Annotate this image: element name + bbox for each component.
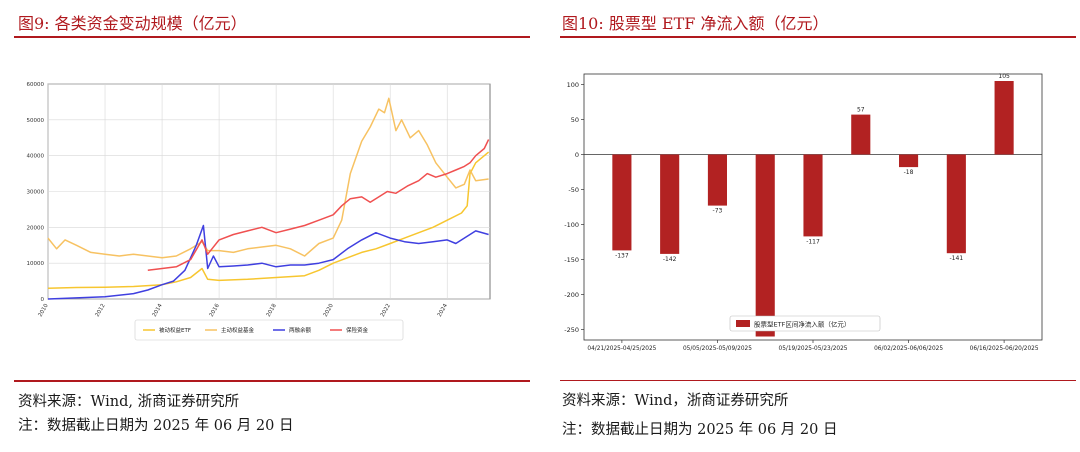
bar-chart-y-tick-label: 50 — [571, 116, 579, 124]
bar-legend-label: 股票型ETF区间净流入额（亿元） — [754, 320, 850, 329]
right-date-note: 注：数据截止日期为 2025 年 06 月 20 日 — [562, 422, 838, 438]
bar-value-label-1: -142 — [663, 256, 677, 263]
line-chart-x-tick-label: 2022 — [380, 303, 392, 318]
left-figure-panel: 图9: 各类资金变动规模（亿元） 0 10000 20000 30000 40000 50… — [0, 0, 530, 452]
bar-chart-x-tick-label: 04/21/2025-04/25/2025 — [587, 346, 656, 352]
bar-8 — [994, 81, 1014, 155]
line-series-1 — [47, 97, 489, 259]
line-chart-y-tick-label: 10000 — [27, 261, 45, 267]
bar-3 — [755, 154, 775, 337]
bar-0 — [612, 154, 632, 251]
line-chart-x-tick-label: 2010 — [38, 303, 50, 319]
line-chart-y-tick-label: 30000 — [27, 190, 45, 196]
left-title-rule — [14, 36, 530, 38]
line-chart: 0 10000 20000 30000 40000 50000 60000 2010 2012… — [27, 82, 491, 341]
line-chart-x-tick-label: 2016 — [209, 303, 221, 319]
legend-label-0: 被动权益ETF — [159, 326, 191, 334]
line-chart-y-tick-label: 20000 — [27, 225, 45, 231]
bar-chart-y-tick-label: -150 — [564, 256, 579, 264]
bar-chart-x-tick-label: 06/02/2025-06/06/2025 — [874, 346, 943, 352]
bar-chart-y-tick-label: -100 — [564, 221, 579, 229]
right-figure-title: 图10: 股票型 ETF 净流入额（亿元） — [562, 14, 829, 33]
bar-chart-y-tick-label: -250 — [564, 326, 579, 334]
line-chart-x-tick-label: 2020 — [323, 303, 335, 319]
bar-value-label-5: 57 — [857, 107, 865, 114]
right-footer-rule — [560, 380, 1076, 381]
bar-value-label-2: -73 — [713, 208, 723, 215]
right-source-note: 资料来源：Wind，浙商证券研究所 — [562, 393, 789, 409]
line-chart-legend — [134, 319, 404, 341]
bar-chart-y-tick-label: -200 — [564, 291, 579, 299]
legend-label-3: 保险资金 — [346, 326, 369, 334]
right-figure-panel: 图10: 股票型 ETF 净流入额（亿元） 100 50 0 -50 -100 -150 -… — [558, 0, 1080, 452]
bar-7 — [946, 154, 966, 254]
line-chart-y-tick-label: 50000 — [27, 118, 45, 124]
line-chart-y-tick-label: 0 — [41, 297, 45, 303]
bar-2 — [707, 154, 727, 206]
bar-chart-x-tick-label: 05/05/2025-05/09/2025 — [683, 346, 752, 352]
bar-chart-y-tick-label: 100 — [567, 81, 579, 89]
line-chart-y-tick-label: 60000 — [27, 82, 45, 88]
bar-chart-y-tick-label: 0 — [575, 151, 579, 159]
left-date-note: 注：数据截止日期为 2025 年 06 月 20 日 — [18, 418, 294, 434]
bar-value-label-4: -117 — [806, 238, 820, 245]
bar-chart-legend — [729, 315, 881, 332]
bar-chart-y-tick-label: -50 — [568, 186, 579, 194]
line-chart-x-tick-label: 2018 — [266, 303, 278, 319]
bar-4 — [803, 154, 823, 237]
legend-label-2: 两融余额 — [289, 326, 312, 334]
right-title-rule — [560, 36, 1076, 38]
line-series-2 — [47, 224, 489, 300]
line-series-3 — [147, 139, 490, 272]
line-chart-x-tick-label: 2014 — [152, 303, 164, 319]
left-source-note: 资料来源：Wind, 浙商证券研究所 — [18, 394, 240, 410]
left-figure-title: 图9: 各类资金变动规模（亿元） — [18, 14, 247, 33]
legend-label-1: 主动权益基金 — [221, 326, 255, 334]
bar-value-label-6: -18 — [904, 169, 914, 176]
line-chart-y-tick-label: 40000 — [27, 154, 45, 160]
bar-chart-x-tick-label: 05/19/2025-05/23/2025 — [779, 346, 848, 352]
bar-1 — [660, 154, 680, 254]
bar-6 — [899, 154, 919, 168]
bar-value-label-8: 105 — [998, 73, 1010, 80]
line-chart-x-tick-label: 2024 — [437, 303, 449, 319]
line-series-0 — [47, 151, 490, 290]
bar-chart: 100 50 0 -50 -100 -150 -200 -250 -137 -142 -73 -11… — [564, 73, 1043, 352]
bar-value-label-0: -137 — [615, 252, 629, 259]
bar-value-label-7: -141 — [950, 255, 964, 262]
bar-5 — [851, 114, 871, 155]
left-footer-rule — [14, 380, 530, 382]
line-chart-x-tick-label: 2012 — [95, 303, 107, 318]
bar-chart-x-tick-label: 06/16/2025-06/20/2025 — [970, 346, 1039, 352]
bar-legend-swatch — [736, 320, 750, 327]
